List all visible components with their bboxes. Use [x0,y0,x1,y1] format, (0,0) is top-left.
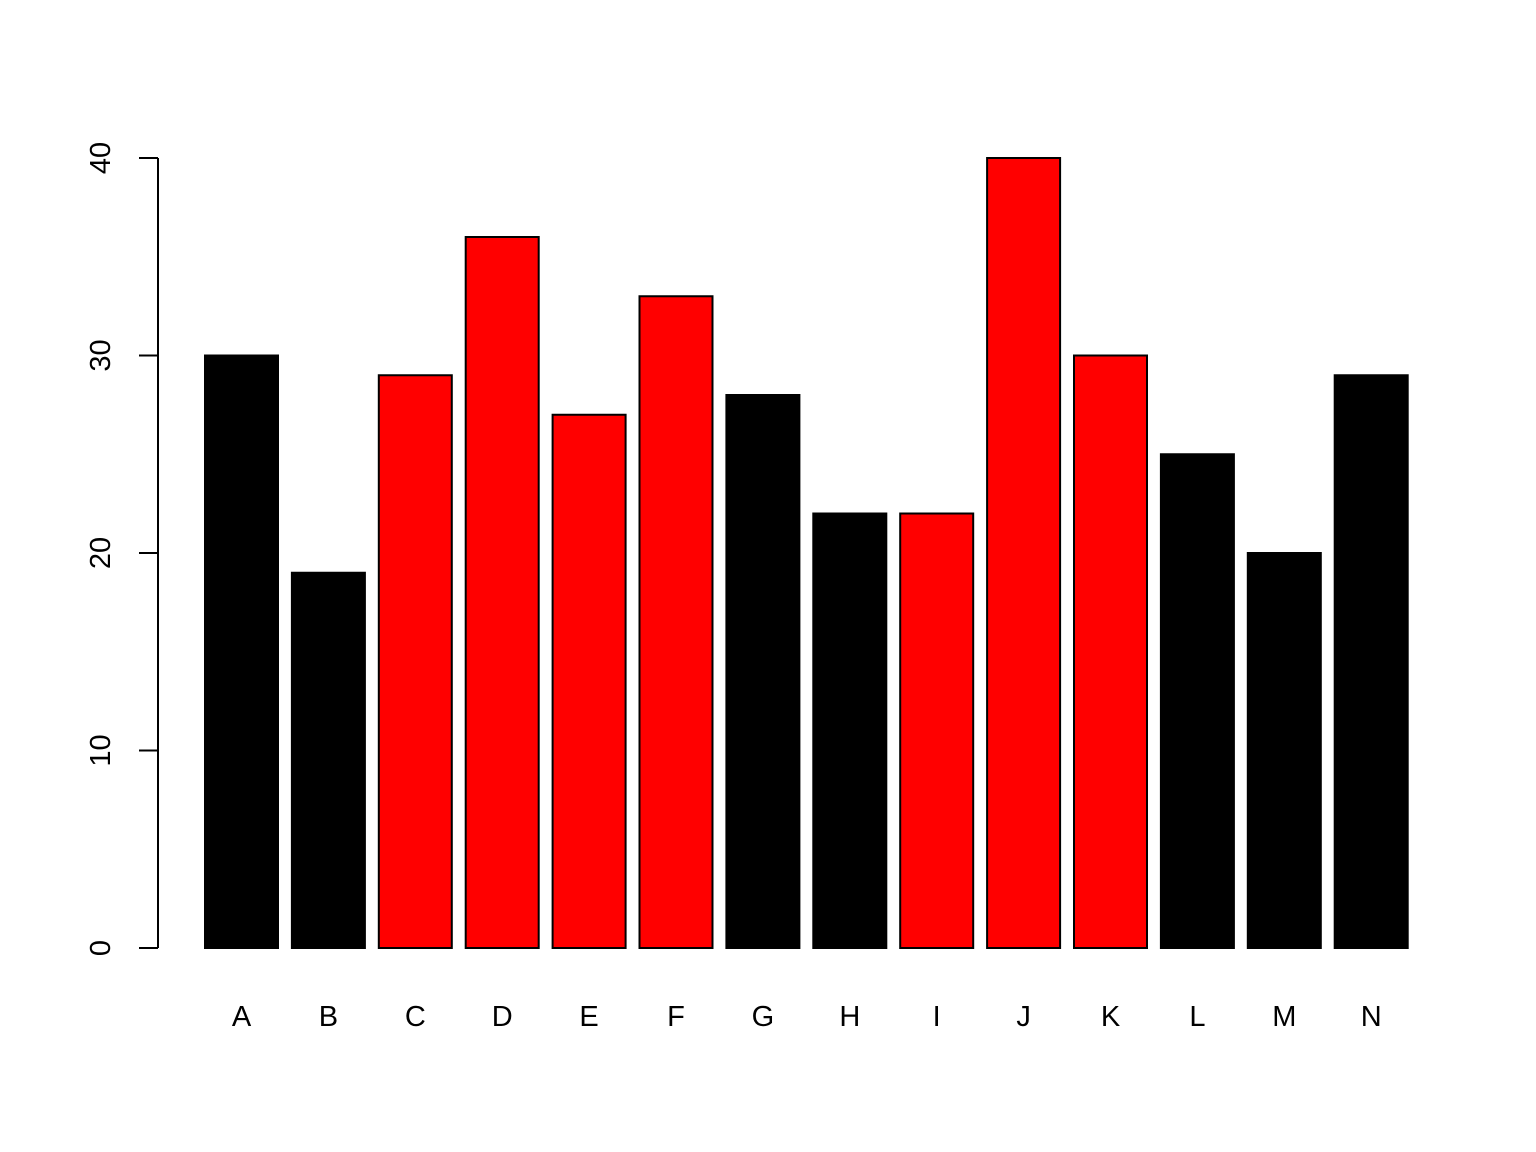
bar-a [204,354,279,949]
bar-g [725,394,801,949]
y-tick-label-20: 20 [85,537,117,569]
y-tick-label-40: 40 [85,142,117,174]
x-tick-label-f: F [667,1001,685,1033]
bar-d [464,236,540,949]
bar-l [1159,453,1235,949]
x-tick-label-k: K [1101,1001,1121,1033]
y-tick-label-30: 30 [85,339,117,371]
x-tick-label-n: N [1361,1001,1382,1033]
bars-layer [204,157,1409,949]
x-tick-label-c: C [405,1001,426,1033]
x-tick-label-a: A [232,1001,252,1033]
x-tick-label-i: I [933,1001,941,1033]
x-tick-label-b: B [319,1001,338,1033]
bar-c [377,374,453,949]
x-tick-label-j: J [1016,1001,1031,1033]
bar-i [899,512,975,949]
y-axis: 0 10 20 30 40 [85,142,159,956]
bar-n [1333,374,1409,949]
x-tick-label-d: D [492,1001,513,1033]
x-axis-labels: A B C D E F G H I J K L M N [232,1001,1382,1033]
bar-e [551,413,627,949]
bar-b [290,571,366,949]
bar-m [1246,552,1322,949]
x-tick-label-e: E [579,1001,598,1033]
bar-j [986,157,1062,949]
x-tick-label-l: L [1189,1001,1205,1033]
bar-f [638,295,714,949]
x-tick-label-g: G [752,1001,775,1033]
bar-h [812,512,888,949]
x-tick-label-h: H [839,1001,860,1033]
bar-k [1073,354,1148,949]
x-tick-label-m: M [1272,1001,1296,1033]
y-tick-label-0: 0 [85,940,117,956]
y-tick-label-10: 10 [85,734,117,766]
